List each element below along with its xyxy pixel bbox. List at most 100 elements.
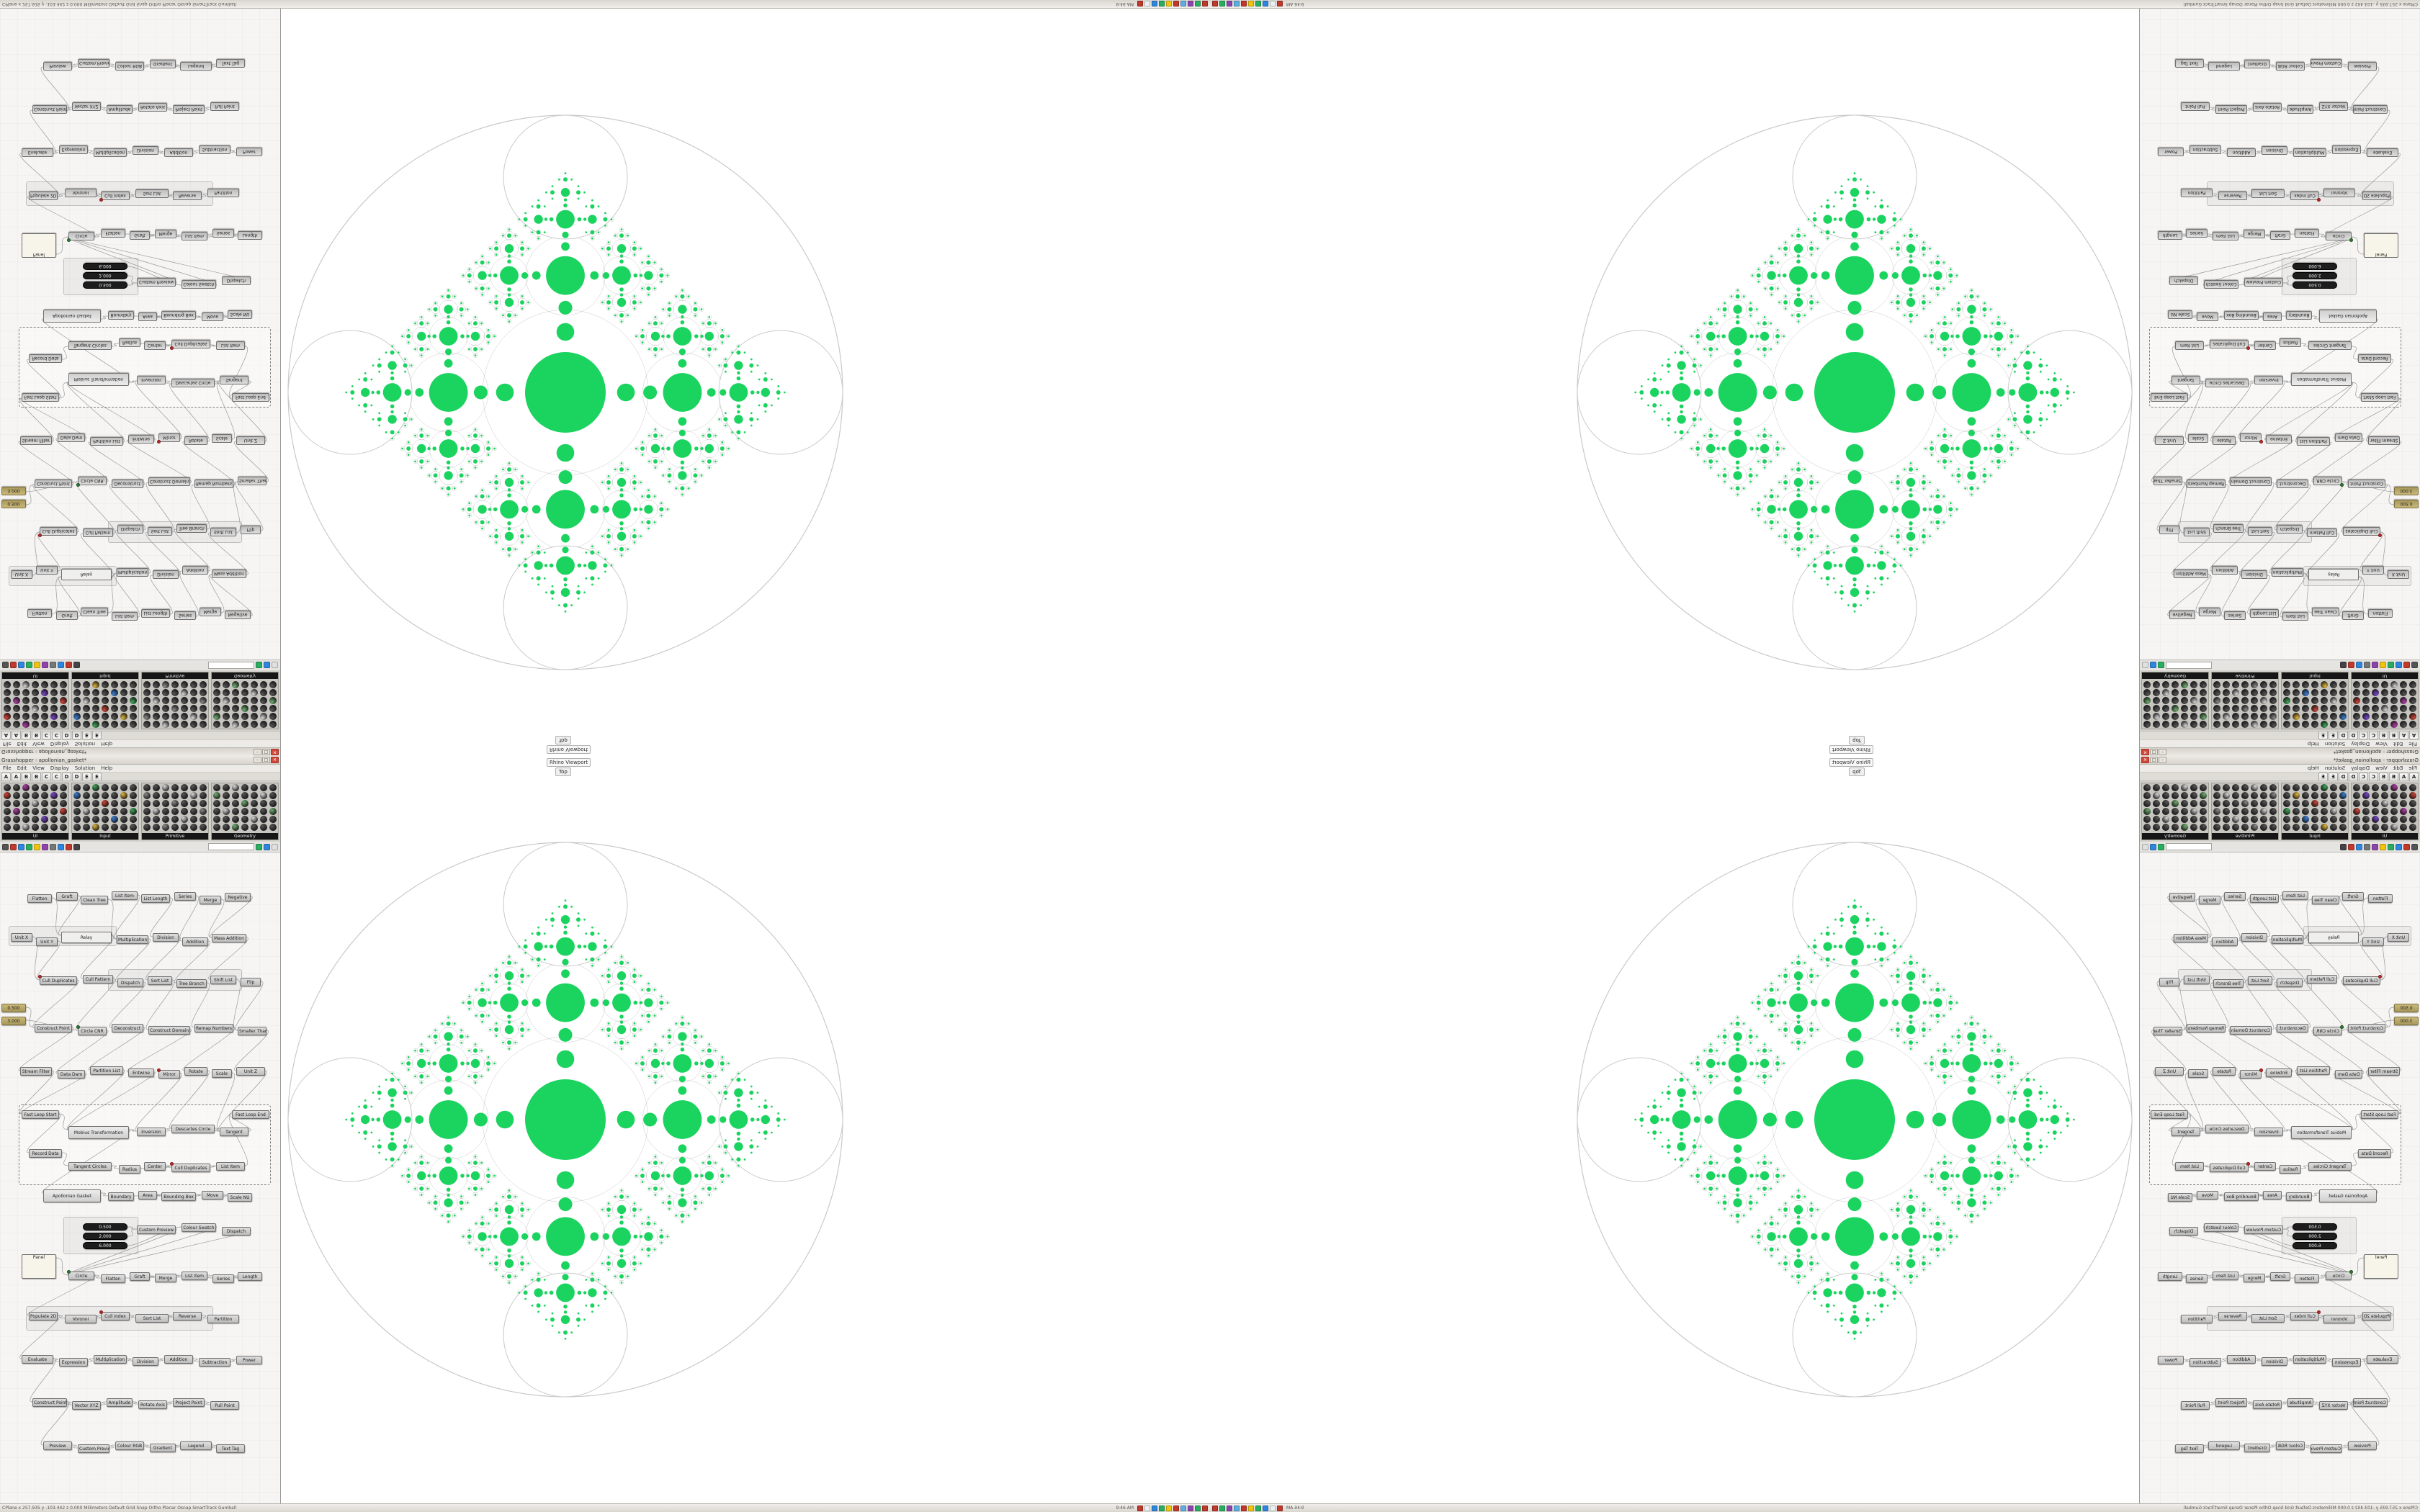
toolbar-icon[interactable] — [50, 843, 56, 850]
component-icon[interactable] — [2372, 824, 2379, 831]
component-icon[interactable] — [2251, 689, 2258, 696]
component-icon[interactable] — [2251, 705, 2258, 712]
gh-node[interactable]: Move — [2197, 312, 2218, 321]
component-icon[interactable] — [143, 808, 151, 815]
component-icon[interactable] — [111, 721, 118, 728]
component-icon[interactable] — [260, 697, 267, 704]
gh-node[interactable]: Dispatch — [117, 525, 143, 534]
gh-node[interactable]: Flatten — [2295, 229, 2319, 238]
gh-node[interactable]: Reverse — [2218, 1312, 2247, 1320]
component-icon[interactable] — [2400, 713, 2407, 720]
component-icon[interactable] — [2381, 705, 2388, 712]
gh-node[interactable]: Descartes Circle — [171, 1125, 215, 1133]
component-icon[interactable] — [2400, 800, 2407, 807]
component-icon[interactable] — [2213, 784, 2220, 791]
component-icon[interactable] — [92, 705, 99, 712]
gh-node[interactable]: Inversion — [137, 376, 166, 384]
toolbar-icon[interactable] — [2340, 662, 2347, 669]
taskbar-app-icon[interactable] — [1212, 1505, 1218, 1511]
component-icon[interactable] — [2353, 824, 2360, 831]
toolbar-icon[interactable] — [264, 843, 270, 850]
component-icon[interactable] — [4, 713, 11, 720]
component-icon[interactable] — [60, 681, 67, 688]
component-icon[interactable] — [2311, 705, 2318, 712]
toolbar-icon[interactable] — [2158, 843, 2164, 850]
gh-node[interactable]: Tangent Circles — [2308, 341, 2352, 350]
component-icon[interactable] — [2339, 681, 2347, 688]
gh-node[interactable]: Radius — [2280, 338, 2301, 347]
gh-node[interactable]: Flip — [241, 978, 261, 986]
component-icon[interactable] — [2213, 808, 2220, 815]
toolbar-icon[interactable] — [58, 662, 64, 669]
component-icon[interactable] — [190, 824, 197, 831]
taskbar-app-icon[interactable] — [1202, 1, 1208, 7]
component-icon[interactable] — [2181, 705, 2188, 712]
menu-display[interactable]: Display — [50, 741, 69, 747]
canvas-search-input[interactable] — [208, 662, 254, 669]
component-icon[interactable] — [162, 784, 169, 791]
component-icon[interactable] — [2381, 800, 2388, 807]
component-icon[interactable] — [73, 824, 81, 831]
component-icon[interactable] — [223, 824, 230, 831]
component-icon[interactable] — [41, 713, 48, 720]
gh-node[interactable]: Fast Loop Start — [2361, 393, 2398, 402]
component-icon[interactable] — [190, 705, 197, 712]
component-icon[interactable] — [223, 721, 230, 728]
component-icon[interactable] — [22, 808, 30, 815]
gh-node[interactable]: Dispatch — [2277, 525, 2303, 534]
toolbar-icon[interactable] — [2364, 843, 2370, 850]
component-icon[interactable] — [143, 697, 151, 704]
gh-node[interactable]: Negative — [2169, 611, 2195, 619]
gh-node[interactable]: Shift List — [210, 976, 236, 984]
minimize-button[interactable]: – — [2159, 757, 2166, 763]
gh-node[interactable]: Clean Tree — [2312, 608, 2339, 616]
component-icon[interactable] — [260, 713, 267, 720]
component-icon[interactable] — [60, 792, 67, 799]
gh-node[interactable]: 0.500 — [2394, 500, 2419, 508]
component-icon[interactable] — [130, 713, 137, 720]
gh-node[interactable]: Cull Duplicates — [2343, 527, 2382, 537]
component-icon[interactable] — [83, 824, 90, 831]
component-icon[interactable] — [2339, 784, 2347, 791]
gh-node[interactable]: List Item — [182, 1272, 207, 1280]
component-icon[interactable] — [2311, 713, 2318, 720]
component-icon[interactable] — [241, 689, 248, 696]
component-icon[interactable] — [2153, 697, 2160, 704]
component-icon[interactable] — [2362, 689, 2370, 696]
component-icon[interactable] — [2330, 816, 2337, 823]
component-icon[interactable] — [153, 824, 160, 831]
component-icon[interactable] — [130, 681, 137, 688]
component-icon[interactable] — [241, 713, 248, 720]
gh-node[interactable]: Populate 2D — [2362, 192, 2391, 200]
menu-help[interactable]: Help — [2307, 741, 2319, 747]
component-icon[interactable] — [111, 705, 118, 712]
component-icon[interactable] — [162, 705, 169, 712]
gh-node[interactable]: Pull Point — [210, 1401, 239, 1410]
gh-node[interactable]: Apollonian Gasket — [2319, 310, 2377, 323]
gh-node[interactable]: Deconstruct — [112, 1024, 143, 1032]
gh-node[interactable]: Rotate — [184, 1067, 207, 1076]
component-icon[interactable] — [22, 697, 30, 704]
component-icon[interactable] — [190, 800, 197, 807]
gh-node[interactable]: Area — [2263, 312, 2282, 321]
component-icon[interactable] — [200, 816, 207, 823]
gh-node[interactable]: Evaluate — [2367, 1355, 2398, 1364]
gh-node[interactable]: Tree Branch — [176, 979, 207, 988]
component-icon[interactable] — [171, 697, 179, 704]
component-icon[interactable] — [50, 681, 58, 688]
component-icon[interactable] — [22, 824, 30, 831]
component-icon[interactable] — [213, 681, 220, 688]
taskbar-app-icon[interactable] — [1270, 1505, 1276, 1511]
menu-view[interactable]: View — [2375, 741, 2388, 747]
gh-node[interactable]: Populate 2D — [29, 1312, 58, 1320]
gh-node[interactable]: Project Point — [2215, 1398, 2247, 1407]
menu-display[interactable]: Display — [2351, 765, 2370, 771]
component-icon[interactable] — [2181, 808, 2188, 815]
gh-node[interactable]: Scale — [2188, 434, 2208, 443]
component-icon[interactable] — [232, 689, 239, 696]
palette-tab-c[interactable]: C — [52, 732, 61, 739]
component-icon[interactable] — [4, 816, 11, 823]
toolbar-icon[interactable] — [2403, 662, 2410, 669]
gh-node[interactable]: Panel — [2364, 1254, 2398, 1279]
component-icon[interactable] — [111, 816, 118, 823]
